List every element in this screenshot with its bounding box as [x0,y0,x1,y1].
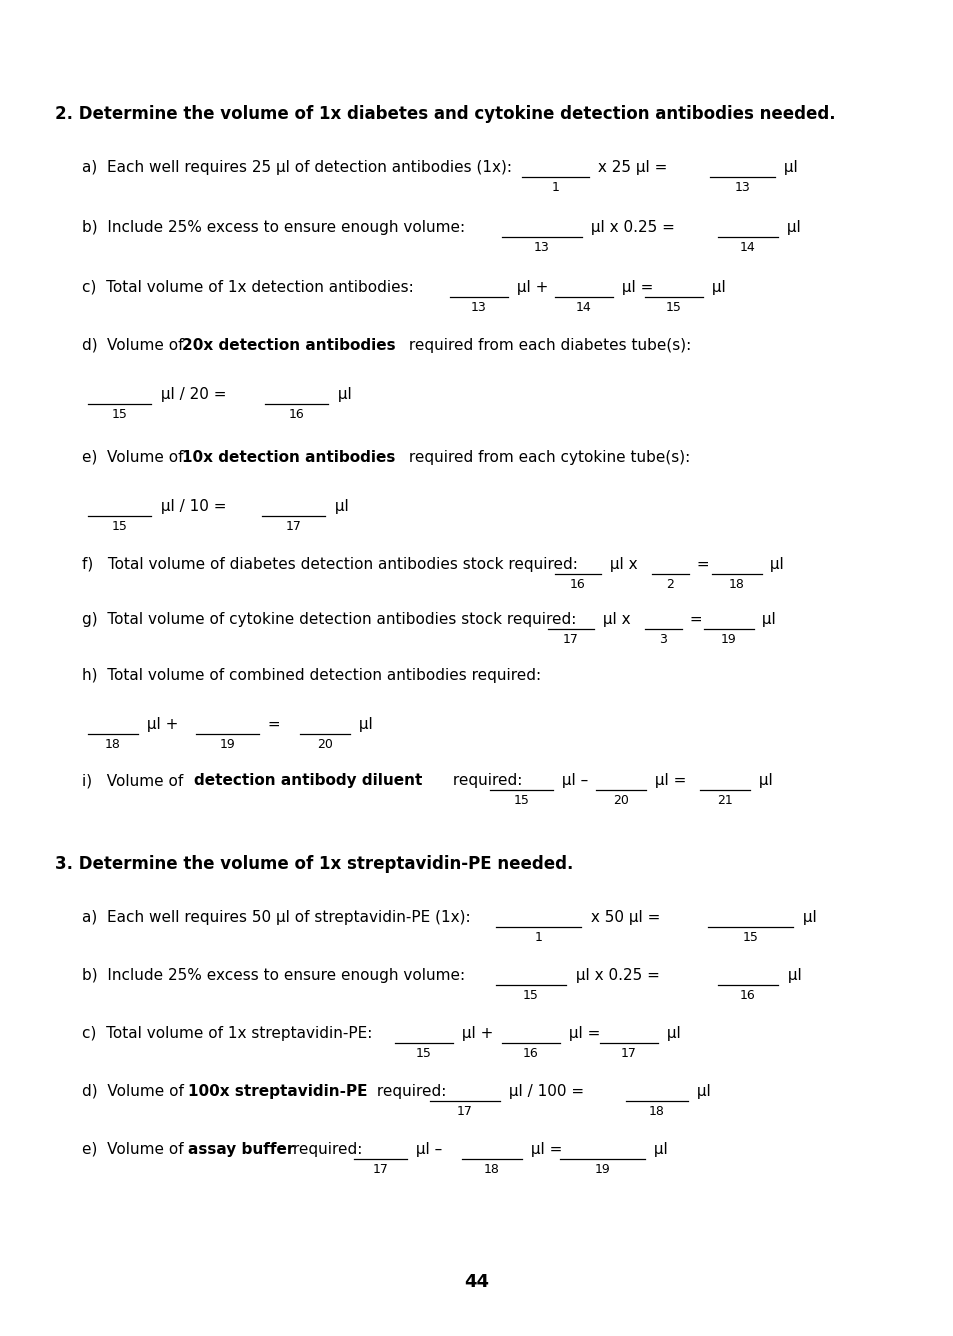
Text: b)  Include 25% excess to ensure enough volume:: b) Include 25% excess to ensure enough v… [82,969,475,983]
Text: μl: μl [782,969,801,983]
Text: c)  Total volume of 1x detection antibodies:: c) Total volume of 1x detection antibodi… [82,281,423,295]
Text: μl: μl [648,1142,667,1157]
Text: 20: 20 [613,794,628,807]
Text: μl: μl [330,500,349,514]
Text: d)  Volume of: d) Volume of [82,1083,189,1100]
Text: 14: 14 [576,301,591,314]
Text: f)   Total volume of diabetes detection antibodies stock required:: f) Total volume of diabetes detection an… [82,557,587,572]
Text: 15: 15 [665,301,681,314]
Text: required:: required: [288,1142,372,1157]
Text: μl –: μl – [411,1142,447,1157]
Text: 14: 14 [740,240,755,254]
Text: μl =: μl = [617,281,658,295]
Text: 15: 15 [522,989,538,1002]
Text: Volume of: Volume of [107,450,188,465]
Text: 2: 2 [666,578,674,591]
Text: 1: 1 [551,180,558,194]
Text: h)  Total volume of combined detection antibodies required:: h) Total volume of combined detection an… [82,668,540,683]
Text: assay buffer: assay buffer [188,1142,294,1157]
Text: μl: μl [354,717,373,732]
Text: μl x: μl x [598,612,635,627]
Text: 17: 17 [373,1164,388,1176]
Text: μl: μl [797,910,816,925]
Text: 13: 13 [734,180,750,194]
Text: μl: μl [779,160,797,175]
Text: a)  Each well requires 25 μl of detection antibodies (1x):: a) Each well requires 25 μl of detection… [82,160,521,175]
Text: b)  Include 25% excess to ensure enough volume:: b) Include 25% excess to ensure enough v… [82,220,475,235]
Text: i)   Volume of: i) Volume of [82,774,188,788]
Text: μl: μl [333,387,352,402]
Text: μl: μl [781,220,800,235]
Text: μl / 20 =: μl / 20 = [156,387,232,402]
Text: Volume of: Volume of [107,338,188,353]
Text: 19: 19 [720,633,736,647]
Text: 17: 17 [456,1105,473,1118]
Text: 18: 18 [728,578,744,591]
Text: μl: μl [661,1026,680,1041]
Text: μl –: μl – [557,774,593,788]
Text: 13: 13 [534,240,549,254]
Text: μl =: μl = [563,1026,604,1041]
Text: a)  Each well requires 50 μl of streptavidin-PE (1x):: a) Each well requires 50 μl of streptavi… [82,910,480,925]
Text: 16: 16 [289,407,304,421]
Text: =: = [684,612,702,627]
Text: 3. Determine the volume of 1x streptavidin-PE needed.: 3. Determine the volume of 1x streptavid… [55,855,573,872]
Text: required from each diabetes tube(s):: required from each diabetes tube(s): [403,338,691,353]
Text: μl +: μl + [512,281,553,295]
Text: detection antibody diluent: detection antibody diluent [193,774,422,788]
Text: 18: 18 [483,1164,499,1176]
Text: 20: 20 [316,737,333,751]
Text: μl x 0.25 =: μl x 0.25 = [585,220,679,235]
Text: 15: 15 [513,794,529,807]
Text: required:: required: [448,774,532,788]
Text: μl: μl [764,557,783,572]
Text: 10x detection antibodies: 10x detection antibodies [182,450,395,465]
Text: 18: 18 [648,1105,664,1118]
Text: 20x detection antibodies: 20x detection antibodies [182,338,395,353]
Text: μl x: μl x [604,557,641,572]
Text: 21: 21 [717,794,732,807]
Text: μl / 10 =: μl / 10 = [156,500,232,514]
Text: =: = [691,557,709,572]
Text: μl =: μl = [649,774,691,788]
Text: x 25 μl =: x 25 μl = [593,160,672,175]
Text: g)  Total volume of cytokine detection antibodies stock required:: g) Total volume of cytokine detection an… [82,612,585,627]
Text: 2. Determine the volume of 1x diabetes and cytokine detection antibodies needed.: 2. Determine the volume of 1x diabetes a… [55,106,835,123]
Text: μl =: μl = [525,1142,567,1157]
Text: 15: 15 [112,520,128,533]
Text: μl +: μl + [456,1026,497,1041]
Text: x 50 μl =: x 50 μl = [585,910,664,925]
Text: 17: 17 [562,633,578,647]
Text: 16: 16 [740,989,755,1002]
Text: μl +: μl + [142,717,183,732]
Text: required:: required: [372,1083,456,1100]
Text: μl: μl [757,612,775,627]
Text: μl / 100 =: μl / 100 = [503,1083,588,1100]
Text: μl: μl [706,281,725,295]
Text: =: = [263,717,285,732]
Text: 19: 19 [594,1164,610,1176]
Text: 44: 44 [464,1273,489,1291]
Text: required from each cytokine tube(s):: required from each cytokine tube(s): [403,450,690,465]
Text: 19: 19 [219,737,235,751]
Text: 15: 15 [416,1047,432,1059]
Text: μl: μl [691,1083,710,1100]
Text: 16: 16 [570,578,585,591]
Text: 15: 15 [112,407,128,421]
Text: 1: 1 [534,931,542,945]
Text: c)  Total volume of 1x streptavidin-PE:: c) Total volume of 1x streptavidin-PE: [82,1026,382,1041]
Text: 3: 3 [659,633,667,647]
Text: e)  Volume of: e) Volume of [82,1142,189,1157]
Text: 15: 15 [741,931,758,945]
Text: 18: 18 [105,737,121,751]
Text: 13: 13 [471,301,486,314]
Text: 17: 17 [620,1047,637,1059]
Text: 17: 17 [285,520,301,533]
Text: μl: μl [753,774,772,788]
Text: e): e) [82,450,102,465]
Text: μl x 0.25 =: μl x 0.25 = [571,969,664,983]
Text: 16: 16 [522,1047,538,1059]
Text: d): d) [82,338,102,353]
Text: 100x streptavidin-PE: 100x streptavidin-PE [188,1083,367,1100]
